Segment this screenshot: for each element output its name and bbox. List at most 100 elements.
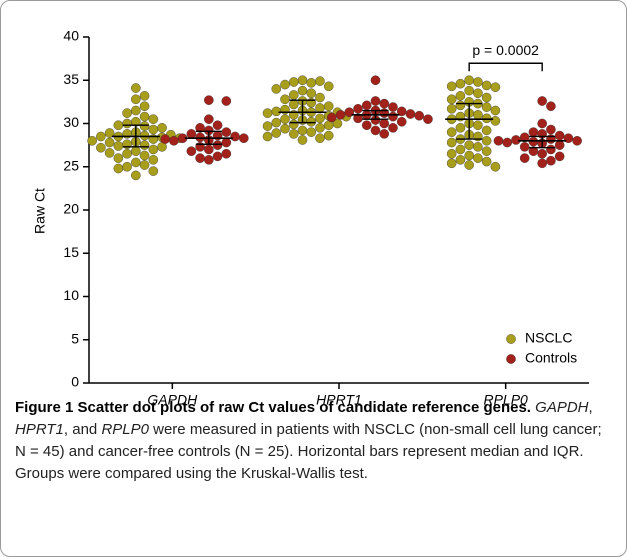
dot — [481, 113, 492, 124]
dot — [139, 130, 150, 141]
dot — [306, 88, 317, 99]
y-tick-label: 10 — [63, 287, 79, 303]
dot — [131, 83, 141, 93]
dot — [288, 99, 299, 110]
dot — [388, 123, 398, 133]
dot — [537, 96, 547, 106]
caption-text: were measured in patients with NSCLC (no… — [15, 421, 602, 482]
dot — [388, 111, 398, 122]
dot — [288, 119, 299, 130]
dot — [297, 85, 308, 96]
dot — [473, 88, 483, 99]
dot — [315, 76, 325, 86]
dot — [315, 103, 325, 113]
dot — [554, 130, 565, 141]
dot — [554, 140, 565, 150]
dot — [204, 144, 214, 155]
y-tick-label: 40 — [63, 28, 79, 44]
dot — [195, 132, 205, 143]
dot — [572, 135, 582, 146]
dot — [537, 148, 547, 159]
dot — [113, 120, 124, 131]
caption: Figure 1 Scatter dot plots of raw Ct val… — [15, 397, 615, 485]
legend-label: Controls — [525, 350, 577, 366]
dot — [221, 96, 232, 106]
dot — [96, 131, 106, 142]
dot — [212, 120, 223, 131]
caption-text: HPRT1 — [15, 421, 64, 438]
y-axis-label: Raw Ct — [32, 188, 48, 234]
dot — [271, 117, 282, 128]
dot — [139, 150, 150, 161]
dot — [481, 135, 492, 146]
dot — [353, 103, 363, 114]
dot — [122, 161, 132, 172]
dot — [271, 84, 282, 94]
dot — [262, 121, 273, 131]
caption-text: GAPDH — [535, 399, 589, 416]
dot — [148, 124, 159, 135]
dot — [414, 110, 425, 121]
dot — [212, 151, 223, 162]
dot — [446, 158, 457, 169]
x-tick-label: GAPDH — [147, 392, 198, 408]
dot — [221, 127, 232, 137]
dot — [230, 131, 240, 142]
x-tick-label: HPRT1 — [316, 392, 362, 408]
dot — [104, 137, 115, 148]
dot — [323, 130, 334, 141]
dot — [446, 148, 457, 159]
caption-title: Figure 1 Scatter dot plots of raw Ct val… — [15, 399, 531, 416]
y-tick-label: 35 — [63, 71, 79, 87]
dot — [157, 123, 167, 133]
dot — [361, 100, 372, 111]
dot — [96, 142, 106, 153]
dot — [122, 108, 132, 118]
legend-marker — [506, 354, 516, 364]
significance-bracket — [468, 62, 543, 72]
dot — [455, 78, 466, 89]
dot — [87, 135, 97, 146]
dot — [139, 140, 150, 150]
dot — [370, 125, 381, 136]
dot — [148, 155, 159, 165]
dot — [131, 105, 141, 116]
dot — [446, 81, 457, 92]
dot — [148, 114, 159, 124]
dot — [169, 135, 179, 146]
dot — [139, 160, 150, 170]
dot — [481, 102, 492, 112]
dot — [297, 135, 308, 145]
dot — [546, 101, 556, 111]
dot — [280, 94, 290, 105]
dot — [104, 148, 115, 158]
dot — [131, 146, 141, 156]
dot — [280, 114, 290, 124]
caption-text: , — [588, 399, 593, 416]
dot — [464, 85, 474, 96]
dot — [335, 110, 346, 120]
dot — [315, 113, 325, 124]
dot — [280, 123, 290, 134]
dot — [481, 92, 492, 103]
dot — [537, 158, 547, 169]
dot — [446, 137, 457, 148]
dot — [455, 100, 466, 111]
dot — [473, 77, 483, 87]
dot — [323, 81, 334, 92]
dot — [464, 160, 474, 170]
dot — [528, 127, 539, 137]
dot — [519, 132, 530, 143]
dot — [238, 133, 249, 144]
dot — [455, 144, 466, 155]
dot — [473, 142, 483, 152]
dot — [186, 129, 197, 139]
dot — [423, 114, 433, 124]
dot — [528, 136, 539, 147]
dot — [315, 92, 325, 103]
dot — [502, 137, 513, 148]
caption-text: , and — [63, 421, 102, 438]
dot — [446, 94, 457, 105]
dot — [481, 146, 492, 156]
dot — [379, 129, 390, 139]
